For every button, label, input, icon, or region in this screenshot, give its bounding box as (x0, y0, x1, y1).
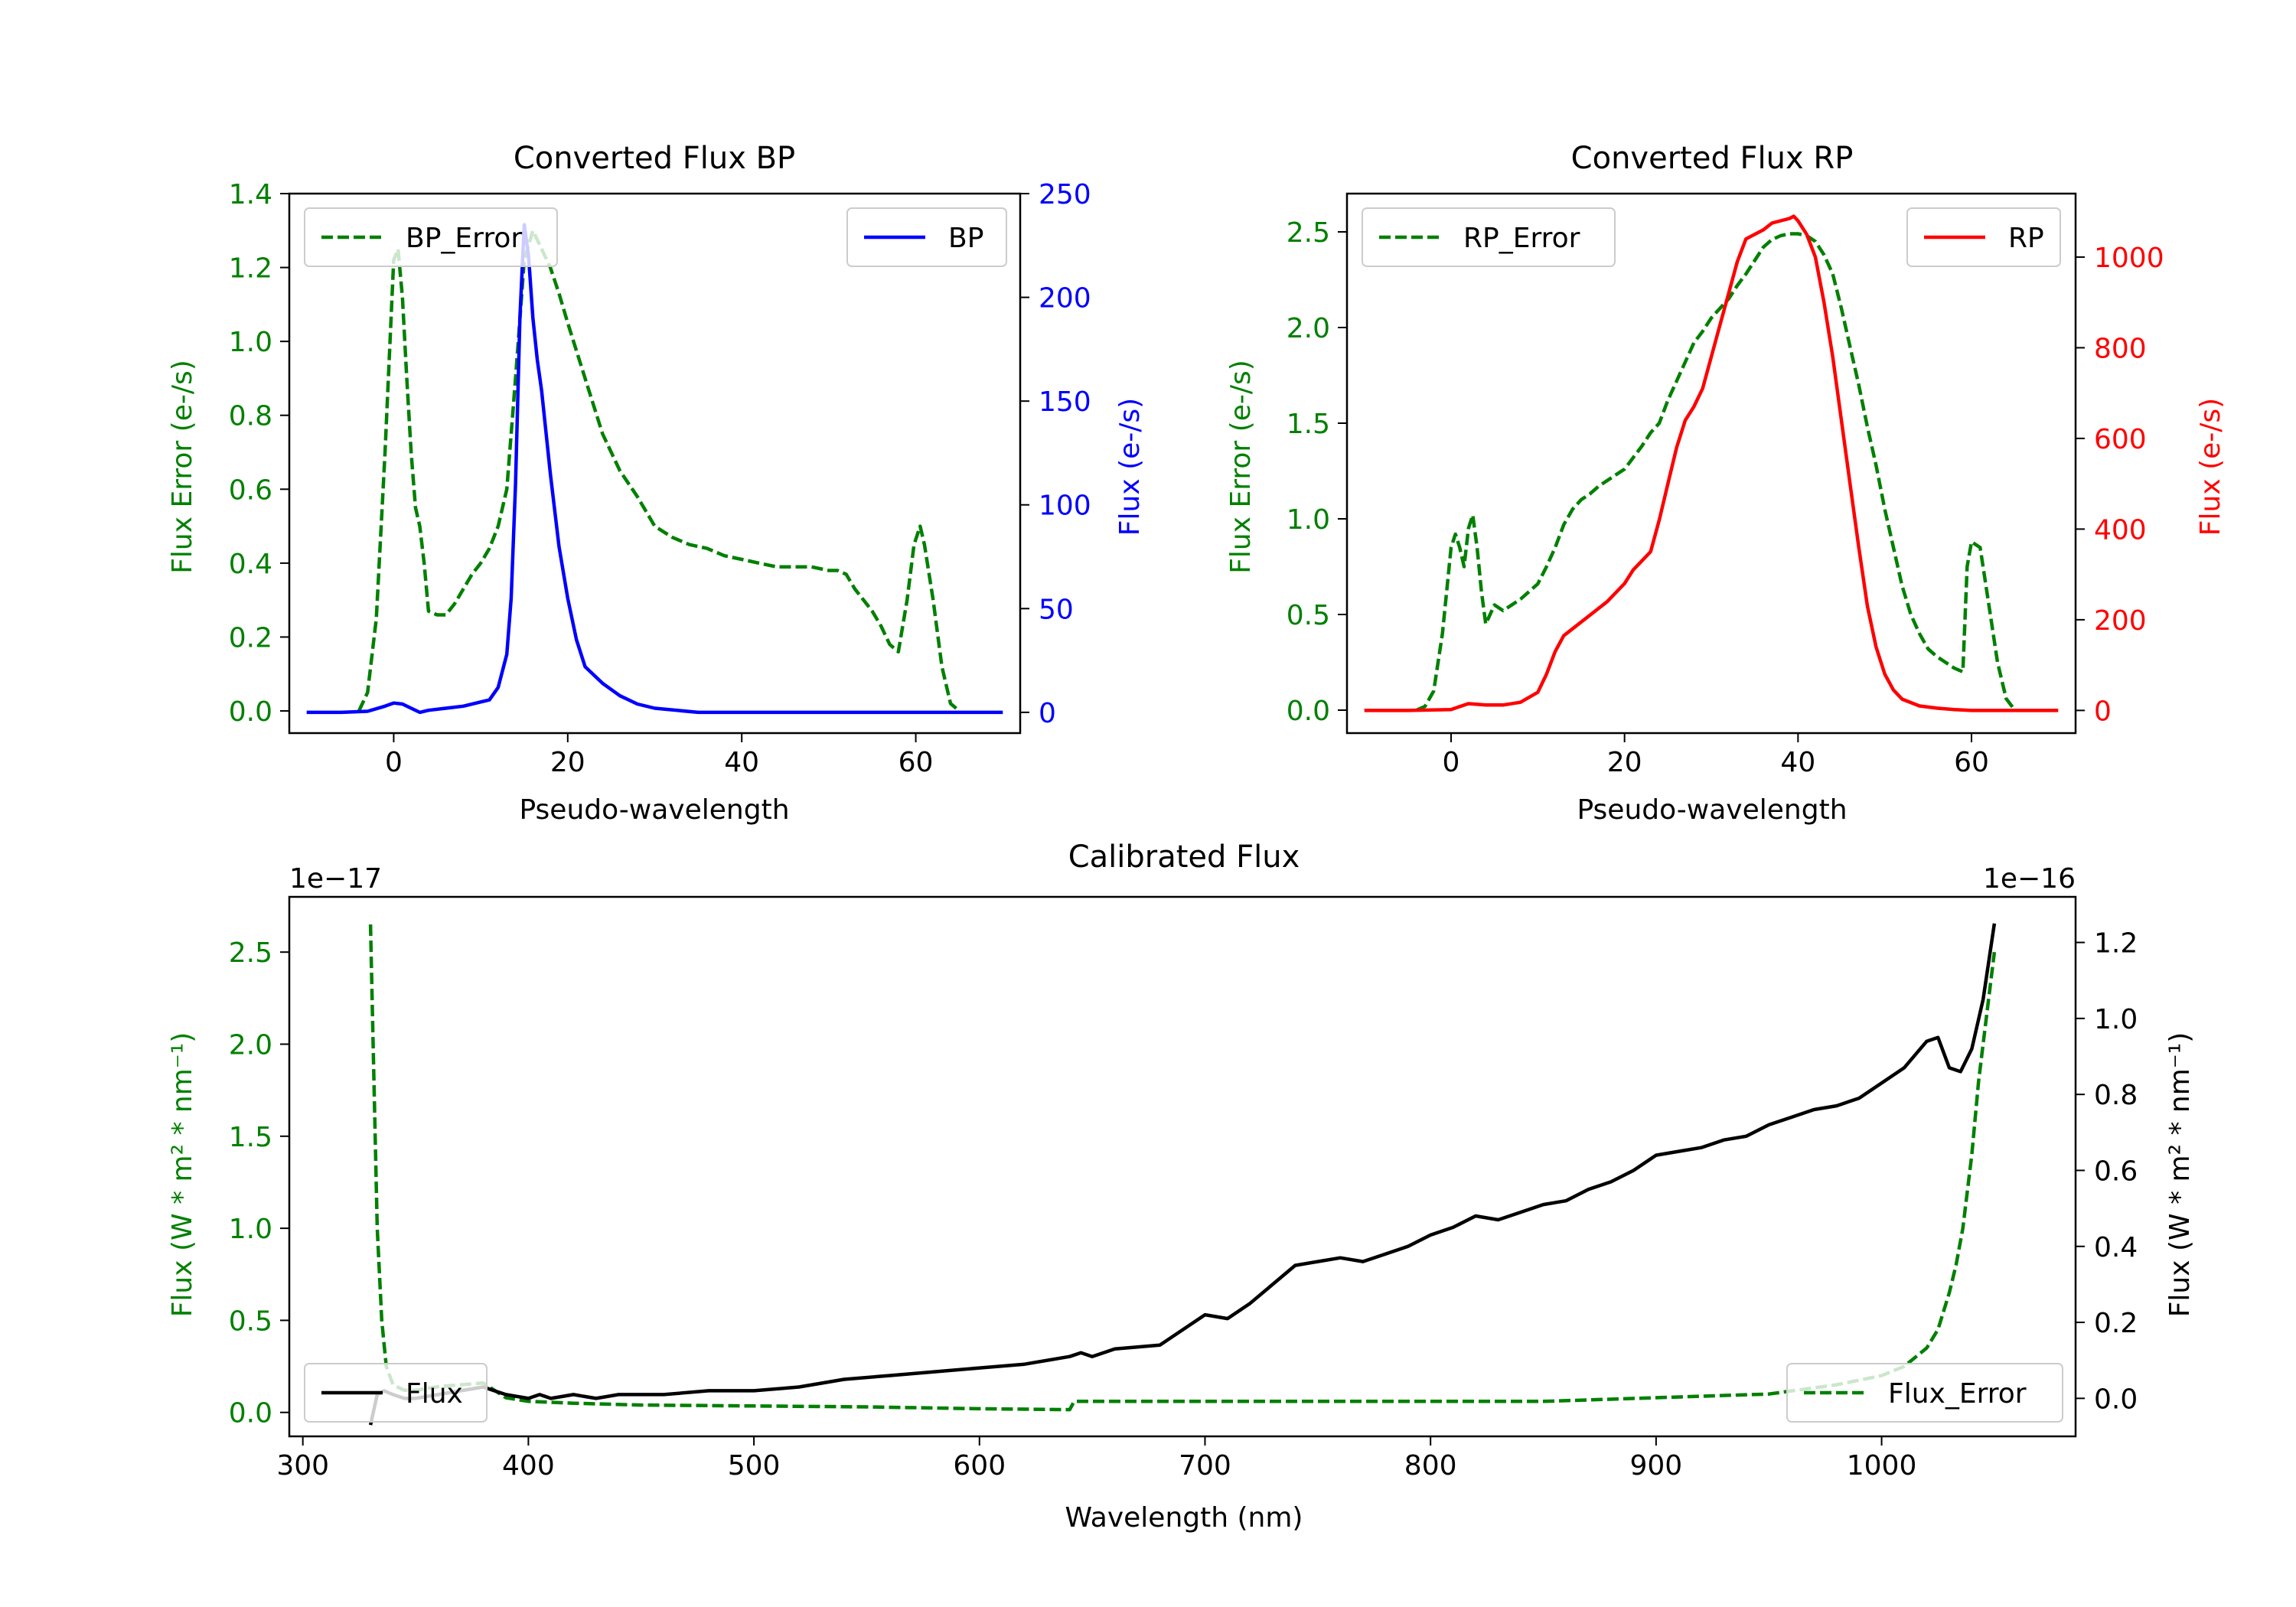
legend-flux: Flux (304, 1363, 488, 1423)
x-tick-label: 600 (953, 1450, 1006, 1482)
left-y-tick-label: 1.0 (229, 327, 272, 358)
left-y-tick-label: 2.0 (229, 1029, 272, 1061)
legend-box (1362, 207, 1616, 267)
bp-subplot: Converted Flux BP Pseudo-wavelength Flux… (167, 141, 1146, 826)
right-y-tick-label: 0.6 (2094, 1156, 2138, 1187)
bp-title: Converted Flux BP (514, 141, 795, 176)
legend-box (304, 1363, 488, 1423)
x-tick-label: 500 (728, 1450, 781, 1482)
plot-frame (288, 895, 2077, 1438)
bp-xlabel: Pseudo-wavelength (519, 794, 789, 826)
plot-frame (288, 192, 1022, 735)
legend-rp-error: RP_Error (1362, 207, 1616, 267)
left-y-tick-label: 0.4 (229, 549, 272, 580)
x-tick-label: 0 (385, 747, 403, 778)
left-y-tick-label: 1.0 (1287, 504, 1330, 536)
legend-label: RP_Error (1463, 223, 1580, 254)
x-tick-label: 400 (502, 1450, 555, 1482)
legend-bp: BP (846, 207, 1007, 267)
right-y-tick-label: 200 (2094, 605, 2147, 637)
left-y-tick-label: 2.5 (229, 937, 272, 969)
x-tick-label: 60 (1954, 747, 1989, 778)
legend-label: BP_Error (406, 223, 522, 254)
left-y-tick-label: 2.0 (1287, 313, 1330, 344)
right-y-tick-label: 250 (1039, 179, 1091, 210)
series-line-flux-error (368, 924, 1997, 1412)
rp-title: Converted Flux RP (1571, 141, 1854, 176)
bp-right-ylabel: Flux (e-/s) (1114, 398, 1146, 536)
right-y-tick-label: 1.0 (2094, 1004, 2138, 1035)
series-line-flux (368, 923, 1997, 1426)
left-y-tick-label: 2.5 (1287, 217, 1330, 249)
right-y-tick-label: 0.8 (2094, 1080, 2138, 1111)
legend-label: Flux_Error (1888, 1378, 2027, 1410)
left-y-tick-label: 1.0 (229, 1214, 272, 1245)
right-y-tick-label: 0.0 (2094, 1384, 2138, 1415)
right-y-tick-label: 50 (1039, 594, 1074, 625)
x-tick-label: 60 (899, 747, 934, 778)
left-y-tick-label: 0.2 (229, 622, 272, 654)
plot-frame (1345, 192, 2077, 735)
x-tick-label: 300 (276, 1450, 329, 1482)
left-y-tick-label: 0.8 (229, 401, 272, 432)
series-line-bp (306, 223, 1003, 715)
legend-rp: RP (1906, 207, 2061, 267)
left-y-tick-label: 1.4 (229, 179, 272, 210)
series-line-rp-error (1415, 232, 2017, 712)
rp-left-ylabel: Flux Error (e-/s) (1225, 360, 1257, 574)
right-y-tick-label: 800 (2094, 333, 2147, 364)
left-y-tick-label: 1.2 (229, 253, 272, 285)
rp-subplot: Converted Flux RP Pseudo-wavelength Flux… (1225, 141, 2226, 826)
right-y-tick-label: 400 (2094, 514, 2147, 546)
legend-box (304, 207, 558, 267)
left-y-tick-label: 0.6 (229, 474, 272, 506)
x-tick-label: 1000 (1847, 1450, 1917, 1482)
legend-box (846, 207, 1007, 267)
right-y-tick-label: 200 (1039, 283, 1091, 315)
x-tick-label: 40 (724, 747, 759, 778)
rp-xlabel: Pseudo-wavelength (1577, 794, 1847, 826)
cal-title: Calibrated Flux (1068, 839, 1300, 875)
right-y-tick-label: 0 (1039, 698, 1056, 729)
right-y-tick-label: 1000 (2094, 243, 2164, 274)
x-tick-label: 20 (1607, 747, 1642, 778)
right-y-tick-label: 100 (1039, 491, 1091, 522)
left-y-tick-label: 0.0 (229, 696, 272, 728)
right-y-tick-label: 150 (1039, 386, 1091, 418)
left-y-tick-label: 0.5 (229, 1305, 272, 1337)
left-y-tick-label: 1.5 (229, 1122, 272, 1153)
x-tick-label: 20 (550, 747, 585, 778)
legend-bp-error: BP_Error (304, 207, 558, 267)
legend-flux-error: Flux_Error (1786, 1363, 2063, 1423)
cal-right-ylabel: Flux (W * m² * nm⁻¹) (2164, 1032, 2196, 1318)
calibrated-subplot: Calibrated Flux Wavelength (nm) Flux (W … (167, 839, 2196, 1534)
cal-xlabel: Wavelength (nm) (1065, 1502, 1303, 1534)
legend-label: BP (948, 223, 983, 254)
bp-left-ylabel: Flux Error (e-/s) (167, 360, 198, 574)
rp-right-ylabel: Flux (e-/s) (2195, 398, 2226, 536)
left-y-tick-label: 0.0 (1287, 696, 1330, 727)
series-line-rp (1364, 214, 2059, 712)
cal-left-offset: 1e−17 (289, 863, 382, 895)
x-tick-label: 900 (1630, 1450, 1683, 1482)
right-y-tick-label: 0 (2094, 696, 2112, 727)
x-tick-label: 700 (1179, 1450, 1231, 1482)
left-y-tick-label: 0.5 (1287, 600, 1330, 631)
right-y-tick-label: 0.4 (2094, 1232, 2138, 1263)
cal-right-offset: 1e−16 (1983, 863, 2076, 895)
legend-label: Flux (406, 1378, 463, 1410)
legend-label: RP (2008, 223, 2044, 254)
legend-box (1786, 1363, 2063, 1423)
x-tick-label: 40 (1780, 747, 1815, 778)
x-tick-label: 800 (1404, 1450, 1457, 1482)
cal-left-ylabel: Flux (W * m² * nm⁻¹) (167, 1032, 198, 1318)
right-y-tick-label: 1.2 (2094, 928, 2138, 960)
right-y-tick-label: 600 (2094, 424, 2147, 455)
x-tick-label: 0 (1443, 747, 1460, 778)
left-y-tick-label: 0.0 (229, 1398, 272, 1429)
series-line-bp-error (357, 229, 960, 712)
right-y-tick-label: 0.2 (2094, 1308, 2138, 1339)
left-y-tick-label: 1.5 (1287, 409, 1330, 440)
